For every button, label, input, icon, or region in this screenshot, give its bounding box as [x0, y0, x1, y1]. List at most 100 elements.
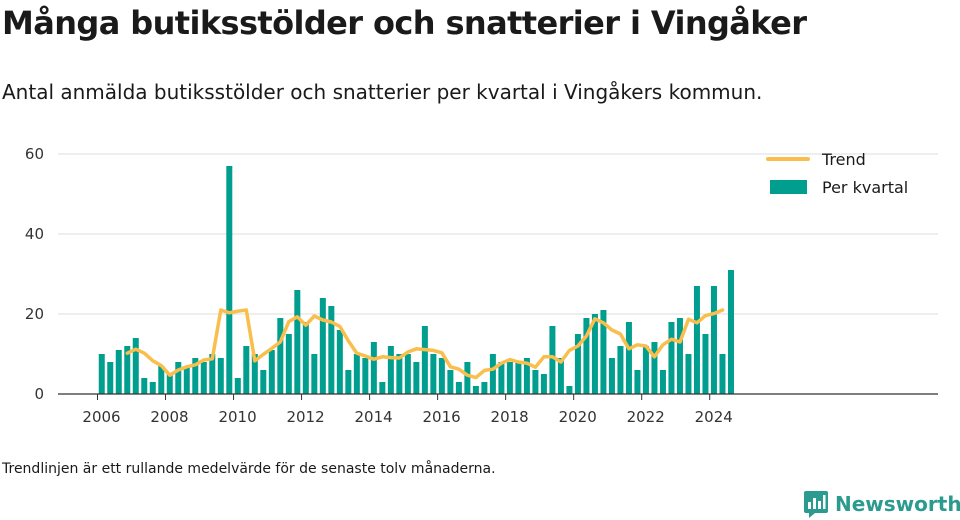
bar: [192, 358, 199, 394]
trend-line-group: [125, 308, 725, 380]
y-tick-label: 60: [25, 145, 44, 163]
bar: [362, 358, 369, 394]
bar: [557, 358, 564, 394]
x-tick-label: 2022: [627, 408, 665, 426]
bar: [710, 286, 717, 394]
x-tick-label: 2016: [423, 408, 461, 426]
bar: [311, 354, 318, 394]
bar: [608, 358, 615, 394]
bar: [226, 166, 233, 394]
bar: [217, 358, 224, 394]
legend-bar-swatch: [770, 180, 807, 194]
brand-name: Newsworthy: [835, 492, 960, 516]
bar: [175, 362, 182, 394]
x-tick-label: 2010: [218, 408, 256, 426]
legend: Trend Per kvartal: [766, 150, 908, 197]
bar: [574, 334, 581, 394]
bar: [702, 334, 709, 394]
bar: [532, 370, 539, 394]
bar: [285, 334, 292, 394]
bar: [642, 346, 649, 394]
bar: [353, 354, 360, 394]
bar: [379, 382, 386, 394]
bar: [447, 370, 454, 394]
chart-title: Många butiksstölder och snatterier i Vin…: [2, 4, 807, 42]
bar: [455, 382, 462, 394]
bar: [489, 354, 496, 394]
bar: [481, 382, 488, 394]
y-tick-label: 0: [34, 385, 44, 403]
bar: [166, 374, 173, 394]
bar: [506, 362, 513, 394]
bar: [319, 298, 326, 394]
trend-line: [125, 308, 725, 380]
bar: [132, 338, 139, 394]
bar: [421, 326, 428, 394]
bar: [668, 322, 675, 394]
bar: [345, 370, 352, 394]
bar: [302, 322, 309, 394]
bar: [583, 318, 590, 394]
bar: [659, 370, 666, 394]
bar: [404, 354, 411, 394]
bar: [515, 362, 522, 394]
bar: [149, 382, 156, 394]
x-tick-label: 2008: [150, 408, 188, 426]
bar: [498, 362, 505, 394]
x-tick-label: 2020: [559, 408, 597, 426]
bar: [566, 386, 573, 394]
bar: [251, 354, 258, 394]
bar: [464, 362, 471, 394]
bar: [540, 374, 547, 394]
chart-subtitle: Antal anmälda butiksstölder och snatteri…: [2, 80, 763, 104]
bar: [115, 350, 122, 394]
bar: [727, 270, 734, 394]
bar: [243, 346, 250, 394]
bar: [591, 314, 598, 394]
bar: [430, 354, 437, 394]
legend-trend-label: Trend: [821, 150, 866, 169]
bar: [294, 290, 301, 394]
brand-logo[interactable]: Newsworthy: [803, 488, 960, 520]
bar: [523, 358, 530, 394]
bar: [651, 342, 658, 394]
y-tick-label: 20: [25, 305, 44, 323]
bar: [472, 386, 479, 394]
bar: [634, 370, 641, 394]
bar: [124, 346, 131, 394]
bar: [625, 322, 632, 394]
bar: [719, 354, 726, 394]
bar: [107, 362, 114, 394]
bar: [676, 318, 683, 394]
bar: [600, 310, 607, 394]
bar: [200, 362, 207, 394]
bar: [617, 346, 624, 394]
bar: [438, 358, 445, 394]
bar: [387, 346, 394, 394]
bar: [277, 318, 284, 394]
x-tick-label: 2006: [82, 408, 120, 426]
bar: [268, 350, 275, 394]
bar: [158, 366, 165, 394]
bar: [328, 306, 335, 394]
bar: [209, 354, 216, 394]
x-tick-label: 2024: [695, 408, 733, 426]
bar: [396, 354, 403, 394]
bar: [549, 326, 556, 394]
x-tick-label: 2018: [491, 408, 529, 426]
legend-per-kvartal-label: Per kvartal: [822, 178, 908, 197]
gridlines: [58, 153, 938, 315]
bar: [685, 354, 692, 394]
bar: [183, 366, 190, 394]
bar: [336, 330, 343, 394]
x-tick-label: 2014: [355, 408, 393, 426]
newsworthy-logo-icon: [804, 491, 828, 518]
y-axis-ticks: 0 20 40 60: [25, 145, 44, 403]
footnote: Trendlinjen är ett rullande medelvärde f…: [2, 461, 496, 477]
bar: [141, 378, 148, 394]
bar: [260, 370, 267, 394]
bar: [98, 354, 105, 394]
bars-per-kvartal: [98, 166, 734, 394]
y-tick-label: 40: [25, 225, 44, 243]
